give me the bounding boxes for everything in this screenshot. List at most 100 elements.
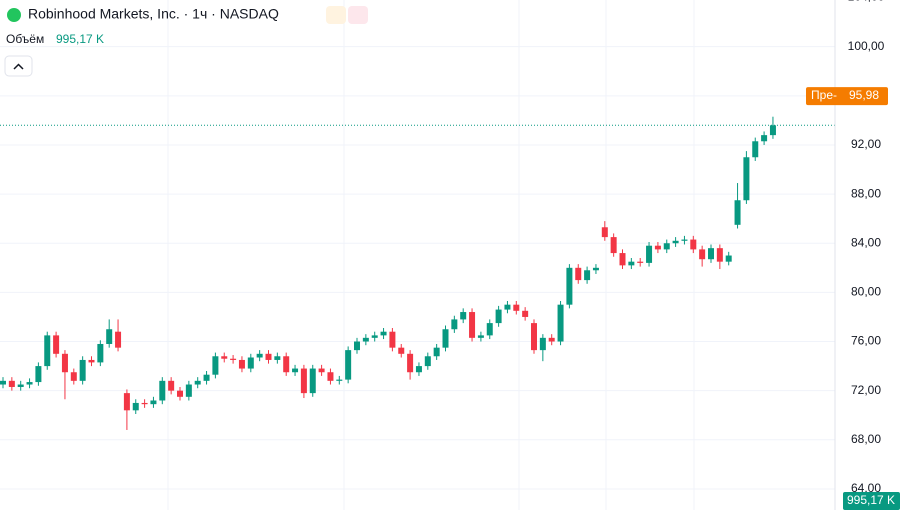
session-icon[interactable] — [326, 6, 346, 24]
chart-title: Robinhood Markets, Inc. · 1ч · NASDAQ — [28, 6, 279, 22]
collapse-icon — [13, 63, 24, 70]
candle-body — [44, 335, 51, 367]
y-tick-label: 84,00 — [851, 235, 881, 249]
candle-body — [539, 337, 546, 351]
candle-body — [194, 380, 201, 385]
approx-icon[interactable] — [348, 6, 368, 24]
candle-body — [504, 304, 511, 310]
premarket-value: 95,98 — [849, 88, 879, 102]
volume-tag — [843, 492, 900, 510]
candle-body — [619, 253, 626, 266]
candle-body — [371, 335, 378, 338]
candle-body — [106, 329, 113, 344]
candle-body — [115, 331, 122, 348]
candle-body — [168, 380, 175, 391]
candle-body — [345, 350, 352, 380]
candle-body — [177, 390, 183, 397]
candle-body — [761, 135, 768, 142]
candle-body — [203, 374, 210, 381]
candle-body — [415, 366, 422, 373]
candle-body — [256, 353, 263, 358]
candle-body — [769, 125, 776, 136]
candle-body — [0, 380, 6, 385]
candle-body — [292, 368, 299, 373]
candle-body — [477, 335, 484, 338]
candle-body — [230, 358, 237, 360]
candle-body — [654, 245, 661, 250]
candle-body — [70, 372, 77, 381]
logo — [7, 8, 21, 22]
candle-body — [26, 382, 33, 385]
candle-body — [35, 366, 42, 383]
y-tick-label: 104,00 — [848, 0, 885, 4]
candle-body — [584, 270, 591, 281]
candle-body — [212, 356, 219, 375]
y-tick-label: 68,00 — [851, 432, 881, 446]
candle-body — [708, 248, 714, 260]
candle-body — [460, 312, 467, 320]
candle-body — [221, 356, 228, 359]
premarket-label: Пре- — [811, 88, 837, 102]
candle-body — [61, 353, 68, 373]
candle-body — [274, 356, 281, 360]
candle-body — [433, 347, 440, 357]
candle-body — [283, 356, 290, 373]
y-tick-label: 64,00 — [851, 481, 881, 495]
candle-body — [716, 248, 723, 262]
candle-body — [495, 309, 502, 324]
y-tick-label: 72,00 — [851, 383, 881, 397]
candle-body — [610, 237, 617, 254]
candle-body — [398, 347, 405, 354]
candle-body — [566, 267, 573, 305]
y-tick-label: 76,00 — [851, 334, 881, 348]
candle-body — [327, 372, 334, 381]
candle-body — [531, 323, 537, 351]
candle-body — [442, 329, 449, 348]
y-tick-label: 100,00 — [848, 39, 885, 53]
candle-body — [699, 249, 706, 260]
price-axis — [835, 0, 900, 510]
candle-body — [380, 331, 387, 336]
volume-label: Объём — [6, 32, 44, 46]
candle-body — [407, 353, 414, 373]
candle-body — [522, 310, 529, 317]
candle-body — [238, 359, 245, 369]
candle-body — [469, 312, 476, 338]
candle-body — [663, 243, 670, 250]
candle-body — [513, 304, 520, 311]
candle-body — [141, 402, 148, 405]
candle-body — [185, 384, 192, 397]
volume-value: 995,17 K — [56, 32, 104, 46]
candle-body — [752, 141, 759, 158]
candle-body — [8, 380, 15, 387]
candle-body — [88, 359, 95, 363]
candle-body — [557, 304, 564, 342]
candle-body — [150, 400, 157, 405]
collapse-button[interactable] — [4, 55, 33, 77]
candle-body — [17, 384, 24, 387]
y-tick-label: 88,00 — [851, 186, 881, 200]
candle-body — [247, 357, 254, 369]
candle-body — [592, 267, 599, 271]
candle-body — [354, 341, 360, 351]
candle-body — [53, 335, 60, 354]
candle-body — [725, 255, 732, 262]
candle-body — [548, 337, 555, 342]
premarket-tag — [806, 87, 888, 106]
candle-body — [123, 393, 130, 411]
candle-body — [424, 356, 431, 367]
candle-body — [628, 261, 635, 266]
candle-body — [575, 267, 582, 281]
candle-body — [690, 239, 697, 250]
candle-body — [159, 380, 166, 401]
candle-body — [336, 379, 343, 381]
candle-body — [97, 343, 104, 363]
candle-body — [451, 319, 458, 330]
candle-body — [646, 245, 653, 263]
candle-body — [672, 240, 679, 244]
candle-body — [637, 261, 644, 263]
candle-body — [389, 331, 396, 348]
y-tick-label: 80,00 — [851, 285, 881, 299]
